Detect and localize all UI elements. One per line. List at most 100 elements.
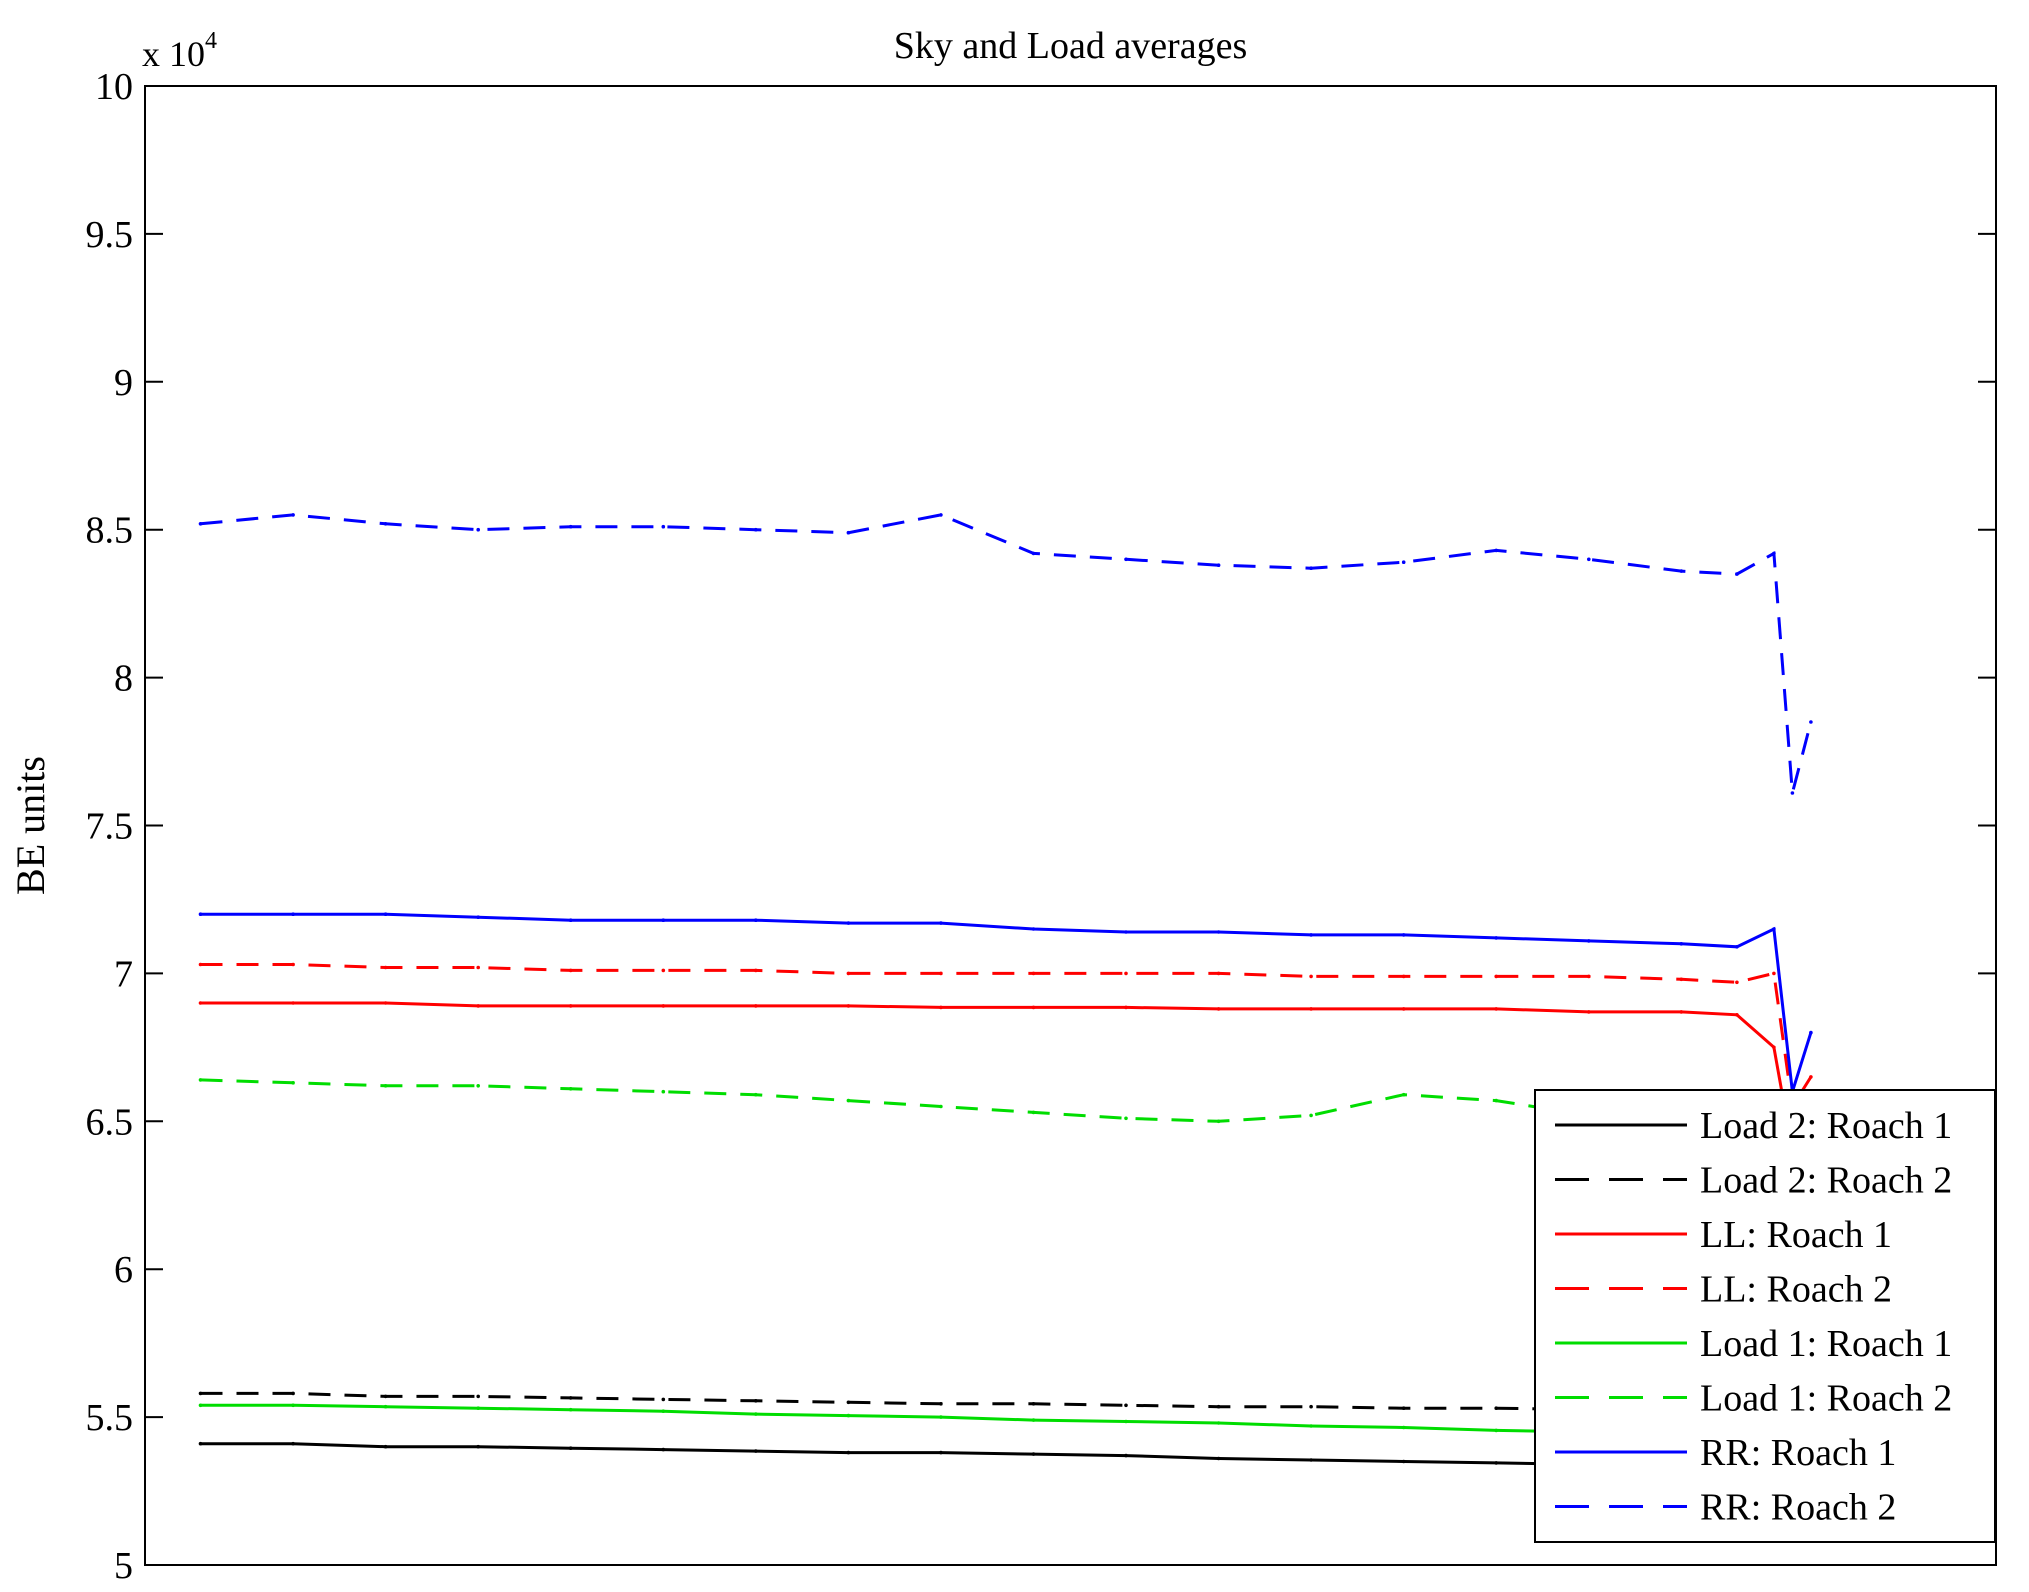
data-point-load-1-roach-2: [1401, 1092, 1406, 1097]
data-point-rr-roach-2: [661, 524, 666, 529]
y-tick-label: 7.5: [86, 806, 134, 848]
data-point-rr-roach-2: [939, 513, 943, 517]
data-point-load-2-roach-1: [476, 1444, 481, 1449]
data-point-ll-roach-2: [1124, 971, 1128, 976]
data-point-ll-roach-1: [476, 1004, 481, 1008]
data-point-load-1-roach-2: [1031, 1110, 1036, 1115]
data-point-ll-roach-1: [846, 1004, 851, 1008]
data-point-ll-roach-2: [476, 965, 481, 970]
data-point-rr-roach-2: [1401, 560, 1406, 564]
data-point-load-2-roach-2: [1401, 1406, 1406, 1410]
data-point-ll-roach-2: [661, 968, 666, 973]
data-point-load-2-roach-2: [939, 1402, 943, 1406]
data-point-rr-roach-1: [1124, 930, 1128, 934]
data-point-load-2-roach-1: [568, 1446, 573, 1450]
y-tick-label: 7: [114, 953, 133, 995]
data-point-ll-roach-1: [939, 1005, 943, 1010]
data-point-load-2-roach-2: [1216, 1404, 1221, 1409]
data-point-load-1-roach-2: [1216, 1119, 1221, 1124]
data-point-load-2-roach-1: [1309, 1458, 1313, 1462]
y-tick-label: 10: [95, 66, 133, 108]
data-point-rr-roach-1: [1809, 1030, 1813, 1035]
data-point-rr-roach-2: [1587, 557, 1591, 562]
data-point-ll-roach-1: [1309, 1007, 1313, 1011]
data-point-load-1-roach-2: [754, 1092, 758, 1097]
data-point-ll-roach-1: [1494, 1007, 1498, 1011]
data-point-load-1-roach-1: [1494, 1428, 1498, 1433]
data-point-load-2-roach-2: [568, 1396, 573, 1400]
data-point-rr-roach-2: [1031, 551, 1036, 556]
data-point-load-1-roach-2: [939, 1104, 943, 1109]
data-point-load-1-roach-2: [568, 1087, 573, 1091]
legend-box: [1534, 1089, 1996, 1543]
data-point-rr-roach-1: [846, 921, 851, 925]
data-point-load-2-roach-2: [383, 1394, 388, 1399]
data-point-ll-roach-1: [568, 1004, 573, 1008]
data-point-load-1-roach-1: [846, 1413, 851, 1418]
data-point-ll-roach-1: [661, 1004, 666, 1008]
data-point-rr-roach-1: [476, 915, 481, 919]
data-point-rr-roach-1: [383, 912, 388, 916]
data-point-rr-roach-1: [1309, 933, 1313, 937]
data-point-rr-roach-2: [1809, 720, 1813, 724]
data-point-rr-roach-1: [1772, 927, 1776, 931]
data-point-load-2-roach-1: [754, 1449, 758, 1453]
data-point-ll-roach-1: [1401, 1007, 1406, 1011]
data-point-rr-roach-2: [198, 522, 203, 526]
data-point-rr-roach-1: [1494, 936, 1498, 940]
data-point-ll-roach-1: [754, 1004, 758, 1008]
data-point-rr-roach-2: [476, 527, 481, 532]
data-point-rr-roach-1: [1216, 930, 1221, 934]
data-point-load-2-roach-1: [291, 1441, 295, 1446]
axis-multiplier-exponent: 4: [205, 28, 217, 54]
data-point-rr-roach-2: [568, 524, 573, 529]
data-point-load-1-roach-1: [1216, 1421, 1221, 1425]
data-point-rr-roach-2: [1679, 569, 1684, 573]
data-point-ll-roach-1: [383, 1001, 388, 1005]
data-point-load-2-roach-1: [939, 1450, 943, 1455]
data-point-rr-roach-1: [939, 921, 943, 925]
data-point-load-1-roach-1: [291, 1403, 295, 1408]
data-point-rr-roach-2: [1309, 566, 1313, 570]
data-point-rr-roach-2: [1494, 548, 1498, 553]
data-point-load-1-roach-2: [1124, 1116, 1128, 1121]
data-point-rr-roach-2: [754, 527, 758, 532]
data-point-ll-roach-2: [939, 971, 943, 976]
data-point-ll-roach-1: [1587, 1010, 1591, 1014]
data-point-load-1-roach-2: [661, 1089, 666, 1094]
data-point-rr-roach-2: [1216, 563, 1221, 567]
data-point-load-2-roach-2: [1494, 1406, 1498, 1410]
data-point-load-2-roach-1: [661, 1447, 666, 1452]
data-point-load-2-roach-1: [1124, 1453, 1128, 1458]
data-point-rr-roach-1: [1031, 927, 1036, 931]
y-tick-label: 5: [114, 1545, 133, 1587]
data-point-load-1-roach-1: [1031, 1418, 1036, 1422]
data-point-rr-roach-1: [198, 912, 203, 916]
y-tick-label: 9.5: [86, 214, 134, 256]
data-point-load-1-roach-2: [846, 1098, 851, 1103]
data-point-load-2-roach-2: [661, 1397, 666, 1402]
data-point-load-1-roach-2: [1494, 1098, 1498, 1103]
data-point-load-1-roach-1: [939, 1415, 943, 1419]
data-point-ll-roach-2: [291, 962, 295, 967]
y-ticks: 5 5.5 6 6.5 7 7.5 8 8.5 9 9.5 10: [86, 66, 1996, 1587]
data-point-load-2-roach-1: [846, 1450, 851, 1455]
data-point-rr-roach-2: [291, 513, 295, 517]
data-point-load-1-roach-1: [754, 1412, 758, 1416]
data-point-load-2-roach-1: [1494, 1461, 1498, 1465]
data-point-ll-roach-1: [1124, 1005, 1128, 1010]
data-point-load-1-roach-2: [1309, 1113, 1313, 1118]
data-point-load-1-roach-2: [476, 1084, 481, 1088]
legend-label: Load 2: Roach 2: [1700, 1160, 1952, 1202]
data-point-ll-roach-2: [1809, 1075, 1813, 1079]
data-point-load-2-roach-1: [1401, 1459, 1406, 1464]
y-tick-label: 6.5: [86, 1101, 134, 1143]
data-point-rr-roach-1: [1587, 939, 1591, 943]
data-point-ll-roach-1: [1216, 1007, 1221, 1011]
data-point-load-2-roach-2: [754, 1399, 758, 1403]
data-point-ll-roach-2: [1031, 971, 1036, 976]
data-point-ll-roach-2: [1401, 974, 1406, 979]
data-point-load-1-roach-1: [1309, 1424, 1313, 1428]
data-point-load-1-roach-1: [476, 1406, 481, 1410]
